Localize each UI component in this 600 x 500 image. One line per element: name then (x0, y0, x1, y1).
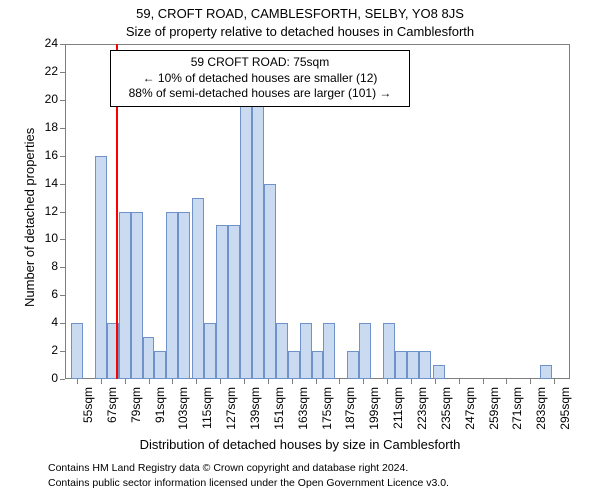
x-tick-label: 199sqm (367, 387, 381, 439)
x-tick-mark (196, 379, 197, 384)
y-tick-mark (60, 323, 65, 324)
x-tick-mark (77, 379, 78, 384)
x-tick-mark (292, 379, 293, 384)
histogram-bar (240, 100, 252, 379)
x-tick-mark (554, 379, 555, 384)
histogram-bar (276, 323, 288, 379)
x-tick-label: 283sqm (534, 387, 548, 439)
y-tick-mark (60, 184, 65, 185)
page-title-line2: Size of property relative to detached ho… (0, 24, 600, 39)
y-tick-label: 0 (30, 371, 58, 385)
y-tick-mark (60, 44, 65, 45)
annotation-line-1: 59 CROFT ROAD: 75sqm (119, 55, 401, 71)
y-tick-label: 20 (30, 92, 58, 106)
x-tick-label: 139sqm (248, 387, 262, 439)
x-tick-mark (220, 379, 221, 384)
histogram-bar (540, 365, 552, 379)
histogram-bar (154, 351, 166, 379)
y-tick-mark (60, 267, 65, 268)
x-tick-mark (268, 379, 269, 384)
histogram-bar (288, 351, 300, 379)
histogram-bar (119, 212, 131, 380)
x-tick-mark (506, 379, 507, 384)
histogram-bar (383, 323, 395, 379)
y-tick-mark (60, 156, 65, 157)
y-axis-label: Number of detached properties (22, 127, 37, 306)
x-tick-label: 79sqm (129, 387, 143, 439)
footer-line-2: Contains public sector information licen… (48, 476, 449, 490)
y-tick-mark (60, 212, 65, 213)
x-tick-mark (125, 379, 126, 384)
x-tick-label: 235sqm (439, 387, 453, 439)
histogram-bar (216, 225, 228, 379)
histogram-bar (204, 323, 216, 379)
histogram-bar (433, 365, 445, 379)
x-tick-mark (244, 379, 245, 384)
y-tick-mark (60, 239, 65, 240)
histogram-bar (419, 351, 431, 379)
y-tick-label: 4 (30, 315, 58, 329)
footer-line-1: Contains HM Land Registry data © Crown c… (48, 461, 408, 475)
y-tick-label: 22 (30, 64, 58, 78)
histogram-bar (228, 225, 240, 379)
x-tick-label: 127sqm (224, 387, 238, 439)
histogram-bar (347, 351, 359, 379)
x-tick-label: 247sqm (463, 387, 477, 439)
annotation-line-2: ← 10% of detached houses are smaller (12… (119, 71, 401, 87)
x-tick-mark (339, 379, 340, 384)
x-tick-label: 91sqm (153, 387, 167, 439)
x-tick-label: 295sqm (558, 387, 572, 439)
x-tick-mark (459, 379, 460, 384)
annotation-line-3: 88% of semi-detached houses are larger (… (119, 86, 401, 102)
x-tick-label: 115sqm (200, 387, 214, 439)
x-tick-mark (435, 379, 436, 384)
histogram-bar (323, 323, 335, 379)
x-tick-label: 103sqm (176, 387, 190, 439)
histogram-bar (192, 198, 204, 379)
y-tick-mark (60, 295, 65, 296)
x-tick-mark (149, 379, 150, 384)
histogram-bar (312, 351, 324, 379)
annotation-box: 59 CROFT ROAD: 75sqm ← 10% of detached h… (110, 50, 410, 107)
histogram-bar (71, 323, 83, 379)
x-tick-mark (387, 379, 388, 384)
histogram-bar (359, 323, 371, 379)
y-tick-mark (60, 351, 65, 352)
x-tick-label: 211sqm (391, 387, 405, 439)
histogram-bar (264, 184, 276, 379)
histogram-bar (178, 212, 190, 380)
y-tick-label: 2 (30, 343, 58, 357)
histogram-bar (407, 351, 419, 379)
x-axis-label: Distribution of detached houses by size … (0, 437, 600, 452)
x-tick-label: 259sqm (487, 387, 501, 439)
x-tick-mark (363, 379, 364, 384)
histogram-bar (166, 212, 178, 380)
histogram-bar (300, 323, 312, 379)
x-tick-label: 175sqm (320, 387, 334, 439)
histogram-bar (143, 337, 155, 379)
y-tick-mark (60, 72, 65, 73)
x-tick-label: 55sqm (81, 387, 95, 439)
x-tick-label: 163sqm (296, 387, 310, 439)
x-tick-mark (530, 379, 531, 384)
histogram-bar (131, 212, 143, 380)
x-tick-mark (316, 379, 317, 384)
y-tick-label: 24 (30, 36, 58, 50)
y-tick-mark (60, 100, 65, 101)
x-tick-label: 271sqm (510, 387, 524, 439)
x-tick-label: 151sqm (272, 387, 286, 439)
histogram-bar (95, 156, 107, 379)
page-title-line1: 59, CROFT ROAD, CAMBLESFORTH, SELBY, YO8… (0, 6, 600, 21)
y-tick-mark (60, 379, 65, 380)
histogram-bar (252, 100, 264, 379)
x-tick-mark (483, 379, 484, 384)
x-tick-mark (411, 379, 412, 384)
x-tick-label: 67sqm (105, 387, 119, 439)
x-tick-label: 187sqm (343, 387, 357, 439)
x-tick-mark (101, 379, 102, 384)
x-tick-mark (172, 379, 173, 384)
histogram-bar (395, 351, 407, 379)
y-tick-mark (60, 128, 65, 129)
x-tick-label: 223sqm (415, 387, 429, 439)
